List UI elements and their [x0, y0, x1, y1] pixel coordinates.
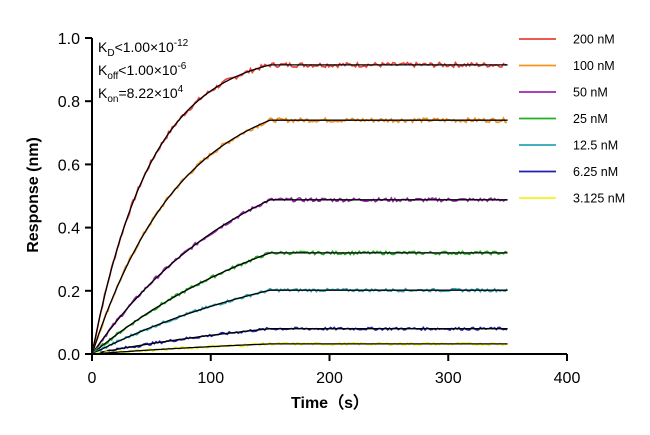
- fit-curve: [91, 64, 508, 355]
- y-tick-label: 0.2: [58, 284, 80, 301]
- legend-label: 25 nM: [573, 112, 608, 126]
- legend-item: 25 nM: [519, 112, 608, 126]
- data-trace: [91, 116, 507, 355]
- series-3-125-nM: [91, 341, 508, 356]
- legend-item: 6.25 nM: [519, 165, 618, 179]
- legend: 200 nM 100 nM 50 nM 25 nM 12.5 nM 6.25 nM 3.12…: [519, 33, 625, 206]
- y-tick-label: 0.8: [58, 94, 80, 111]
- annotation-line: KD<1.00×10-12: [98, 38, 189, 59]
- y-tick-label: 0.6: [58, 157, 80, 174]
- fit-curve: [91, 328, 508, 355]
- fit-curve: [91, 119, 508, 355]
- y-tick-label: 0.0: [58, 347, 80, 364]
- y-tick-label: 1.0: [58, 31, 80, 48]
- series-layer: [91, 61, 508, 356]
- fit-curve: [91, 289, 508, 355]
- series-12-5-nM: [91, 287, 508, 355]
- annotation-line: Kon=8.22×104: [98, 84, 184, 105]
- series-25-nM: [91, 249, 508, 355]
- y-tick-label: 0.4: [58, 221, 80, 238]
- legend-item: 50 nM: [519, 86, 608, 100]
- y-axis-title: Response (nm): [25, 137, 42, 253]
- legend-item: 100 nM: [519, 59, 615, 73]
- annotation-line: Koff<1.00×10-6: [98, 61, 187, 82]
- legend-item: 200 nM: [519, 33, 615, 47]
- legend-label: 6.25 nM: [573, 165, 618, 179]
- fit-curve: [91, 199, 508, 355]
- axes: 0.0 0.2 0.4 0.6 0.8 1.0 0 100 200 300 400: [58, 31, 581, 387]
- data-trace: [91, 196, 508, 355]
- fit-curve: [91, 252, 508, 355]
- x-tick-label: 100: [197, 370, 224, 387]
- data-trace: [91, 249, 508, 355]
- legend-item: 12.5 nM: [519, 139, 618, 153]
- fit-curve: [91, 343, 508, 355]
- legend-label: 200 nM: [573, 33, 615, 47]
- x-tick-label: 300: [435, 370, 462, 387]
- x-tick-label: 200: [316, 370, 343, 387]
- x-tick-label: 400: [554, 370, 581, 387]
- legend-item: 3.125 nM: [519, 192, 625, 206]
- x-tick-label: 0: [88, 370, 97, 387]
- legend-label: 3.125 nM: [573, 192, 625, 206]
- legend-label: 100 nM: [573, 59, 615, 73]
- legend-label: 50 nM: [573, 86, 608, 100]
- series-6-25-nM: [91, 325, 508, 355]
- series-100-nM: [91, 116, 508, 355]
- series-200-nM: [91, 61, 508, 355]
- series-50-nM: [91, 196, 508, 355]
- x-axis-title: Time（s）: [291, 394, 369, 412]
- legend-label: 12.5 nM: [573, 139, 618, 153]
